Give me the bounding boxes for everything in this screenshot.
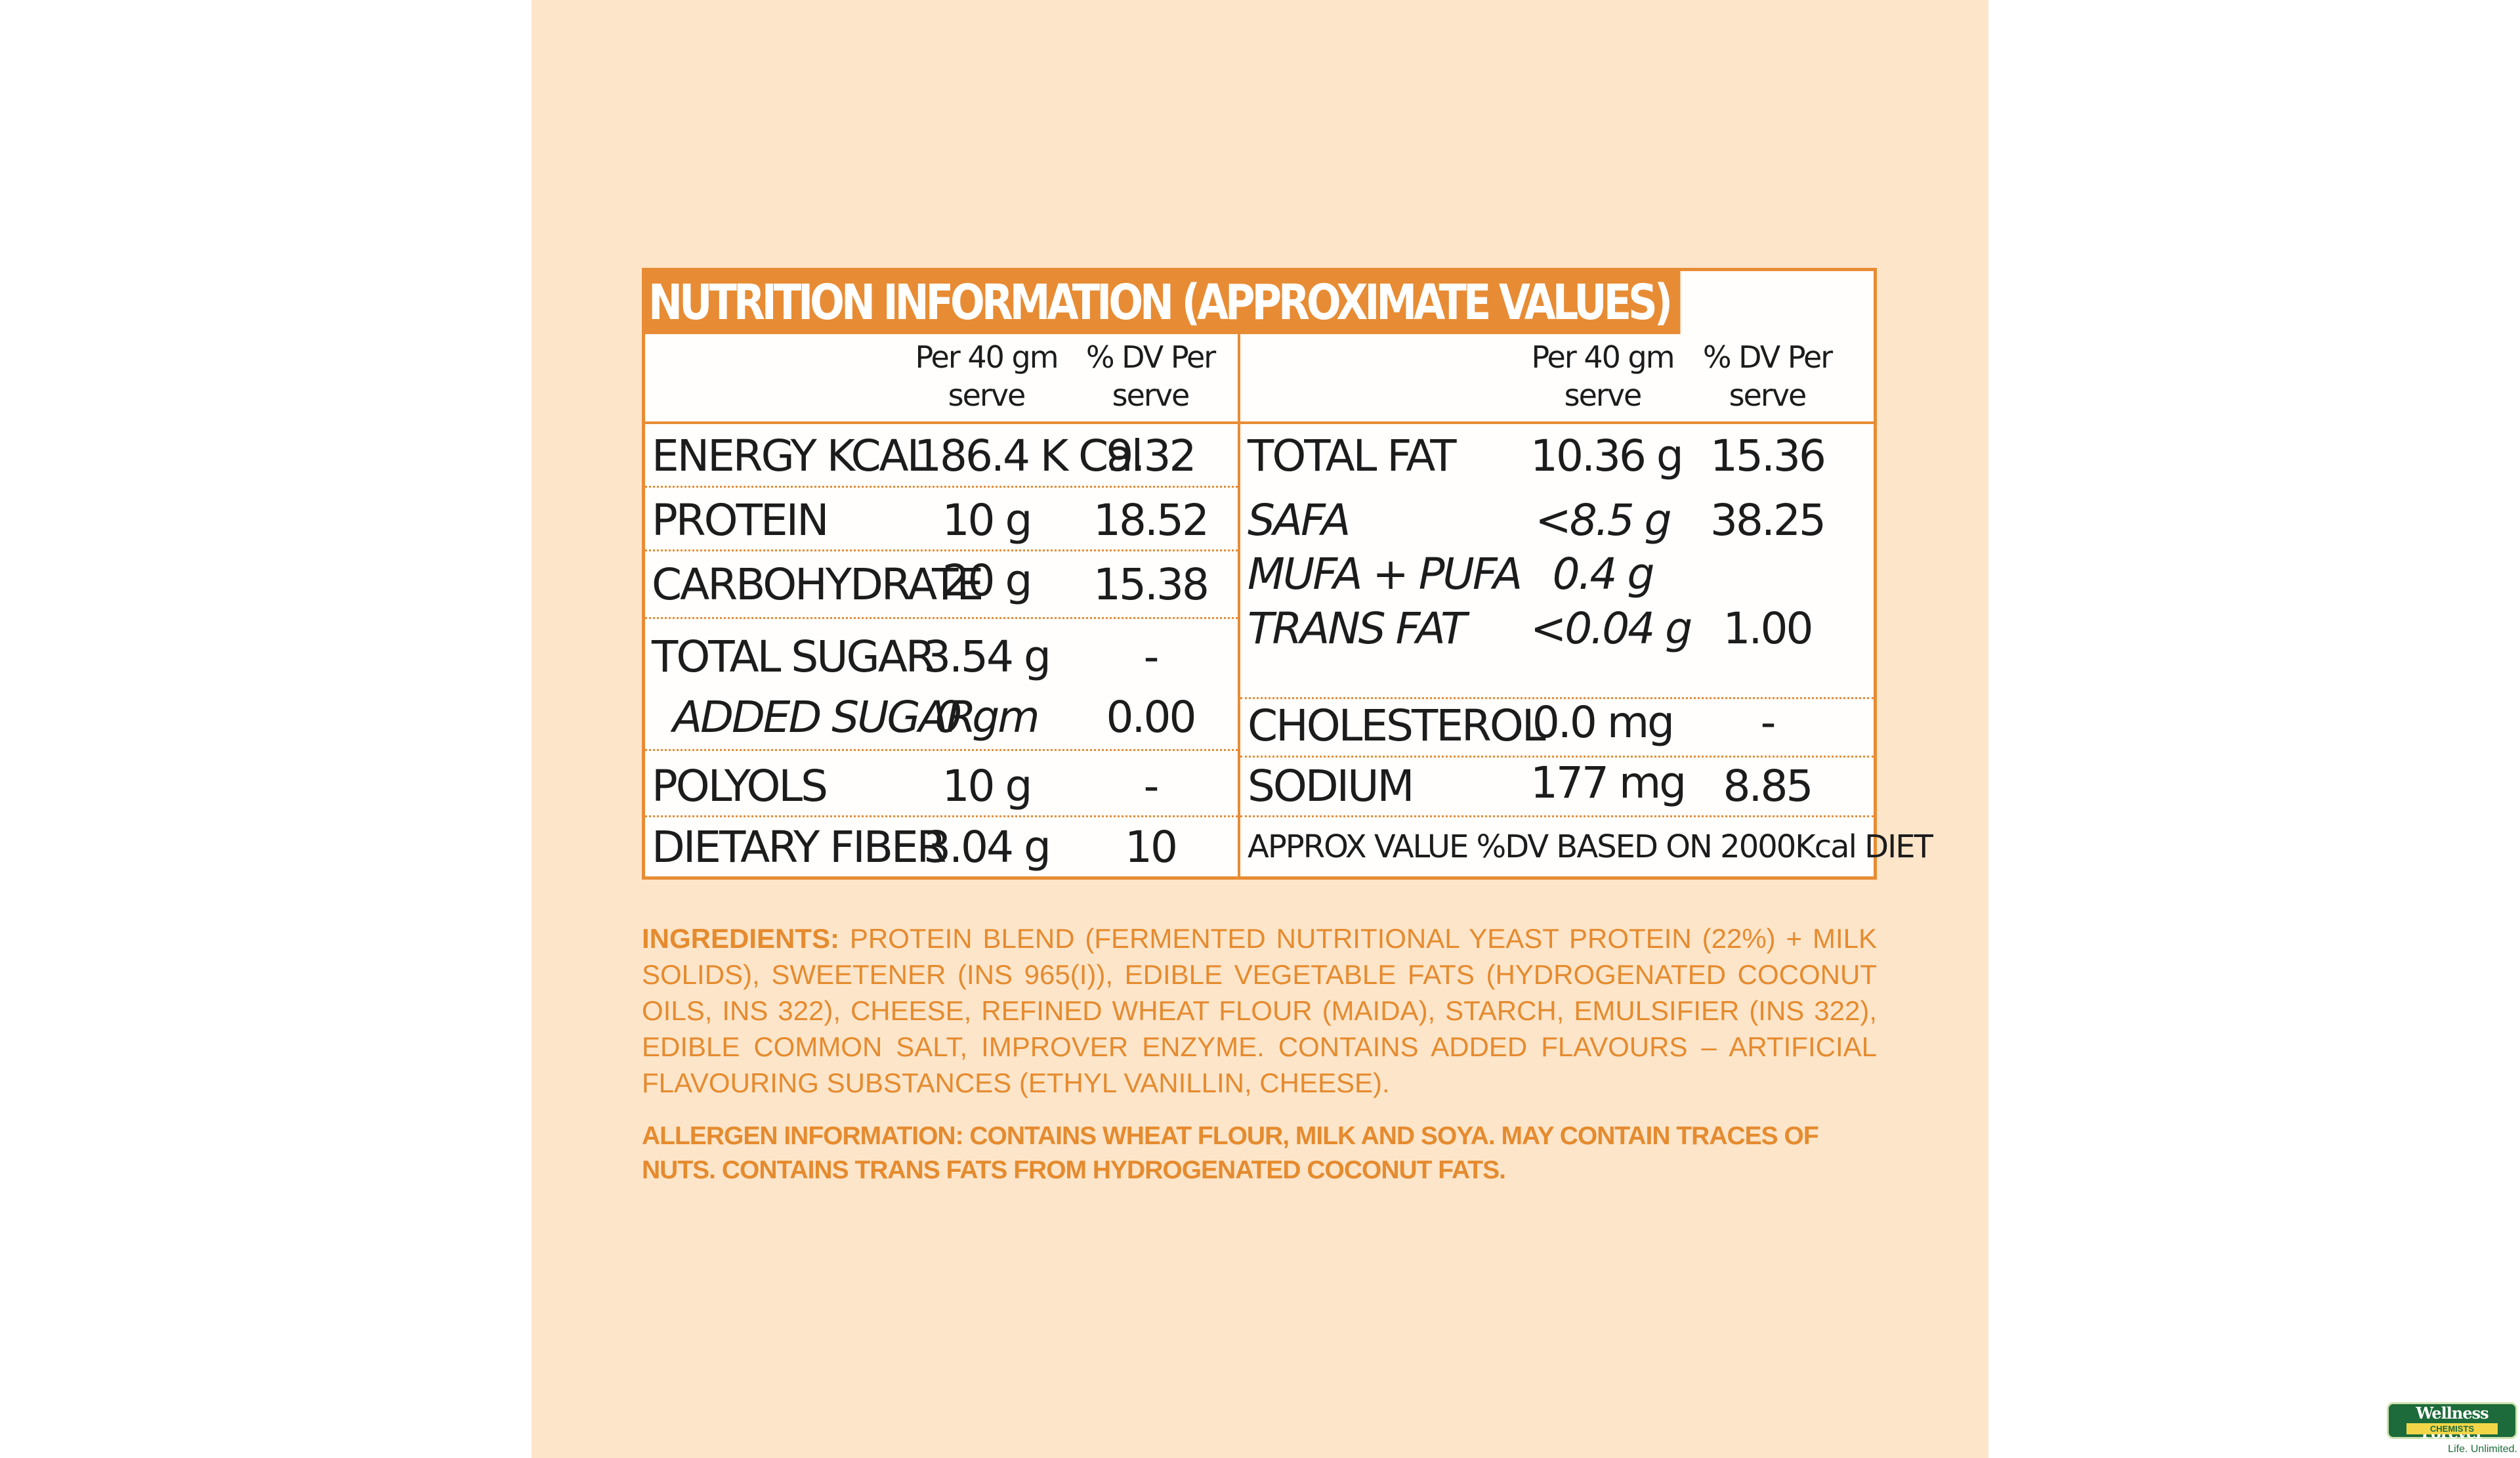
right-row-amount: <0.04 g xyxy=(1530,603,1692,654)
row-divider xyxy=(645,617,1238,619)
left-row-dv: - xyxy=(1143,632,1160,682)
header-per-serve-right-line1: Per 40 gm xyxy=(1531,339,1675,375)
right-row-dv: 8.85 xyxy=(1723,761,1814,811)
left-row-amount: 3.04 g xyxy=(923,822,1051,872)
header-per-serve-left-line2: serve xyxy=(948,377,1026,413)
row-divider xyxy=(645,549,1238,551)
header-dv-right-line2: serve xyxy=(1729,377,1807,413)
header-per-serve-right-line2: serve xyxy=(1564,377,1643,413)
right-row-label: TOTAL FAT xyxy=(1248,431,1457,481)
row-divider xyxy=(1240,697,1874,699)
header-per-serve-right: Per 40 gm serve xyxy=(1530,338,1675,414)
ingredients-text: INGREDIENTS: PROTEIN BLEND (FERMENTED NU… xyxy=(642,920,1877,1101)
right-row-label: SAFA xyxy=(1248,495,1351,546)
left-row-amount: 186.4 K Cal xyxy=(914,431,1143,481)
left-row-label: CARBOHYDRATE xyxy=(652,559,984,610)
dv-footnote: APPROX VALUE %DV BASED ON 2000Kcal DIET xyxy=(1248,828,1933,865)
left-row-label: ADDED SUGAR xyxy=(673,692,976,742)
column-divider xyxy=(1238,334,1240,880)
allergen-info: ALLERGEN INFORMATION: CONTAINS WHEAT FLO… xyxy=(642,1122,1819,1184)
left-row-label: ENERGY KCAL xyxy=(652,431,931,481)
right-row-dv: 15.36 xyxy=(1710,431,1826,481)
left-row-label: DIETARY FIBER xyxy=(652,822,947,872)
right-row-dv: 1.00 xyxy=(1723,603,1814,654)
left-row-dv: - xyxy=(1143,761,1160,811)
row-divider xyxy=(1240,815,1874,817)
left-row-dv: 15.38 xyxy=(1093,559,1209,610)
right-row-label: TRANS FAT xyxy=(1248,603,1467,654)
header-rule xyxy=(645,421,1874,424)
row-divider xyxy=(645,815,1238,817)
left-row-dv: 10 xyxy=(1125,822,1178,872)
nutrition-table: NUTRITION INFORMATION (APPROXIMATE VALUE… xyxy=(642,268,1933,880)
right-row-amount: 0.4 g xyxy=(1552,549,1655,599)
left-row-dv: 9.32 xyxy=(1106,431,1197,481)
header-per-serve-left-line1: Per 40 gm xyxy=(915,339,1059,375)
header-per-serve-left: Per 40 gm serve xyxy=(914,338,1059,414)
left-row-label: TOTAL SUGAR xyxy=(652,632,936,682)
header-dv-right: % DV Per serve xyxy=(1695,338,1839,414)
header-dv-right-line1: % DV Per xyxy=(1702,339,1833,375)
left-row-label: POLYOLS xyxy=(652,761,828,811)
row-divider xyxy=(645,749,1238,751)
right-row-amount: 0.0 mg xyxy=(1532,697,1675,748)
right-row-amount: <8.5 g xyxy=(1535,495,1671,546)
left-row-amount: 3.54 g xyxy=(923,632,1051,682)
right-row-label: SODIUM xyxy=(1248,761,1414,811)
wellness-forever-logo: Wellness Forever CHEMISTS Life. Unlimite… xyxy=(2387,1402,2517,1458)
header-dv-left-line1: % DV Per xyxy=(1085,339,1216,375)
left-row-amount: 10 g xyxy=(942,495,1033,546)
nutrition-title: NUTRITION INFORMATION (APPROXIMATE VALUE… xyxy=(645,271,1681,334)
row-divider xyxy=(645,486,1238,488)
right-row-dv: 38.25 xyxy=(1710,495,1826,546)
header-dv-left: % DV Per serve xyxy=(1078,338,1223,414)
ingredients-heading: INGREDIENTS: xyxy=(642,923,840,954)
right-row-amount: 10.36 g xyxy=(1530,431,1684,481)
left-row-amount: 0 gm xyxy=(934,692,1040,742)
logo-tagline: Life. Unlimited. xyxy=(2448,1444,2517,1455)
right-row-label: MUFA + PUFA xyxy=(1248,549,1522,599)
left-row-label: PROTEIN xyxy=(652,495,829,546)
right-row-label: CHOLESTEROL xyxy=(1248,700,1546,751)
row-divider xyxy=(1240,756,1874,758)
left-row-amount: 10 g xyxy=(942,761,1033,811)
left-row-dv: 18.52 xyxy=(1093,495,1209,546)
ingredients-body: PROTEIN BLEND (FERMENTED NUTRITIONAL YEA… xyxy=(642,923,1877,1098)
header-dv-left-line2: serve xyxy=(1112,377,1190,413)
left-row-dv: 0.00 xyxy=(1106,692,1197,742)
right-row-amount: 177 mg xyxy=(1530,758,1687,808)
logo-sub: CHEMISTS xyxy=(2406,1423,2498,1434)
right-row-dv: - xyxy=(1760,697,1776,748)
left-row-amount: 20 g xyxy=(942,555,1033,606)
